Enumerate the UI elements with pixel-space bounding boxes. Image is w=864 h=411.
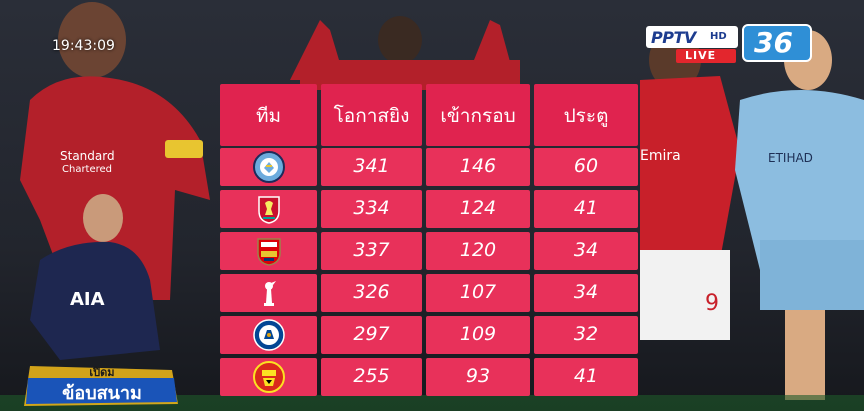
man-city-player-figure: ETIHAD [735, 30, 864, 400]
svg-text:AIA: AIA [70, 289, 105, 310]
on-target-cell: 120 [426, 232, 530, 270]
goals-cell: 60 [534, 148, 638, 186]
arsenal-crest-icon [257, 238, 281, 266]
shots-cell: 337 [321, 232, 422, 270]
header-shots: โอกาสยิง [321, 84, 422, 146]
manchester-united-crest-icon [253, 361, 285, 393]
svg-text:Chartered: Chartered [62, 164, 112, 175]
shots-cell: 334 [321, 190, 422, 228]
on-target-cell: 124 [426, 190, 530, 228]
team-cell [220, 148, 317, 186]
on-target-cell: 107 [426, 274, 530, 312]
tottenham-player-figure: AIA [30, 194, 160, 360]
program-logo: เปิดม ข้อบสนาม [24, 366, 178, 406]
team-cell [220, 190, 317, 228]
shots-cell: 341 [321, 148, 422, 186]
goals-cell: 41 [534, 190, 638, 228]
team-cell [220, 232, 317, 270]
goals-cell: 32 [534, 316, 638, 354]
team-cell [220, 358, 317, 396]
pptv-label: PPTV [651, 28, 696, 47]
tottenham-crest-icon [264, 281, 276, 306]
hd-label: HD [710, 31, 727, 42]
team-cell [220, 316, 317, 354]
program-logo-top: เปิดม [89, 366, 114, 379]
shots-cell: 326 [321, 274, 422, 312]
broadcast-clock: 19:43:09 [52, 38, 115, 54]
svg-text:ETIHAD: ETIHAD [768, 151, 813, 165]
manchester-city-crest-icon [253, 151, 285, 183]
goals-cell: 34 [534, 274, 638, 312]
program-logo-main: ข้อบสนาม [62, 383, 142, 404]
channel-logo: PPTV HD LIVE 36 [646, 24, 816, 64]
header-goals: ประตู [534, 84, 638, 146]
goals-cell: 41 [534, 358, 638, 396]
live-badge: LIVE [676, 49, 736, 63]
svg-text:9: 9 [705, 291, 719, 316]
on-target-cell: 93 [426, 358, 530, 396]
stats-table: ทีม โอกาสยิง เข้ากรอบ ประตู 341 146 60 3… [220, 84, 638, 400]
pptv-badge: PPTV HD [646, 26, 738, 48]
liverpool-player-figure: Standard Chartered [20, 2, 210, 300]
channel-number-badge: 36 [742, 24, 812, 62]
team-cell [220, 274, 317, 312]
header-team: ทีม [220, 84, 317, 146]
liverpool-crest-icon [258, 196, 280, 224]
chelsea-crest-icon [253, 319, 285, 351]
on-target-cell: 146 [426, 148, 530, 186]
svg-text:Standard: Standard [60, 149, 115, 163]
on-target-cell: 109 [426, 316, 530, 354]
shots-cell: 297 [321, 316, 422, 354]
shots-cell: 255 [321, 358, 422, 396]
svg-text:Emira: Emira [640, 148, 681, 164]
channel-number: 36 [754, 26, 793, 59]
goals-cell: 34 [534, 232, 638, 270]
live-label: LIVE [685, 49, 717, 62]
header-on-target: เข้ากรอบ [426, 84, 530, 146]
